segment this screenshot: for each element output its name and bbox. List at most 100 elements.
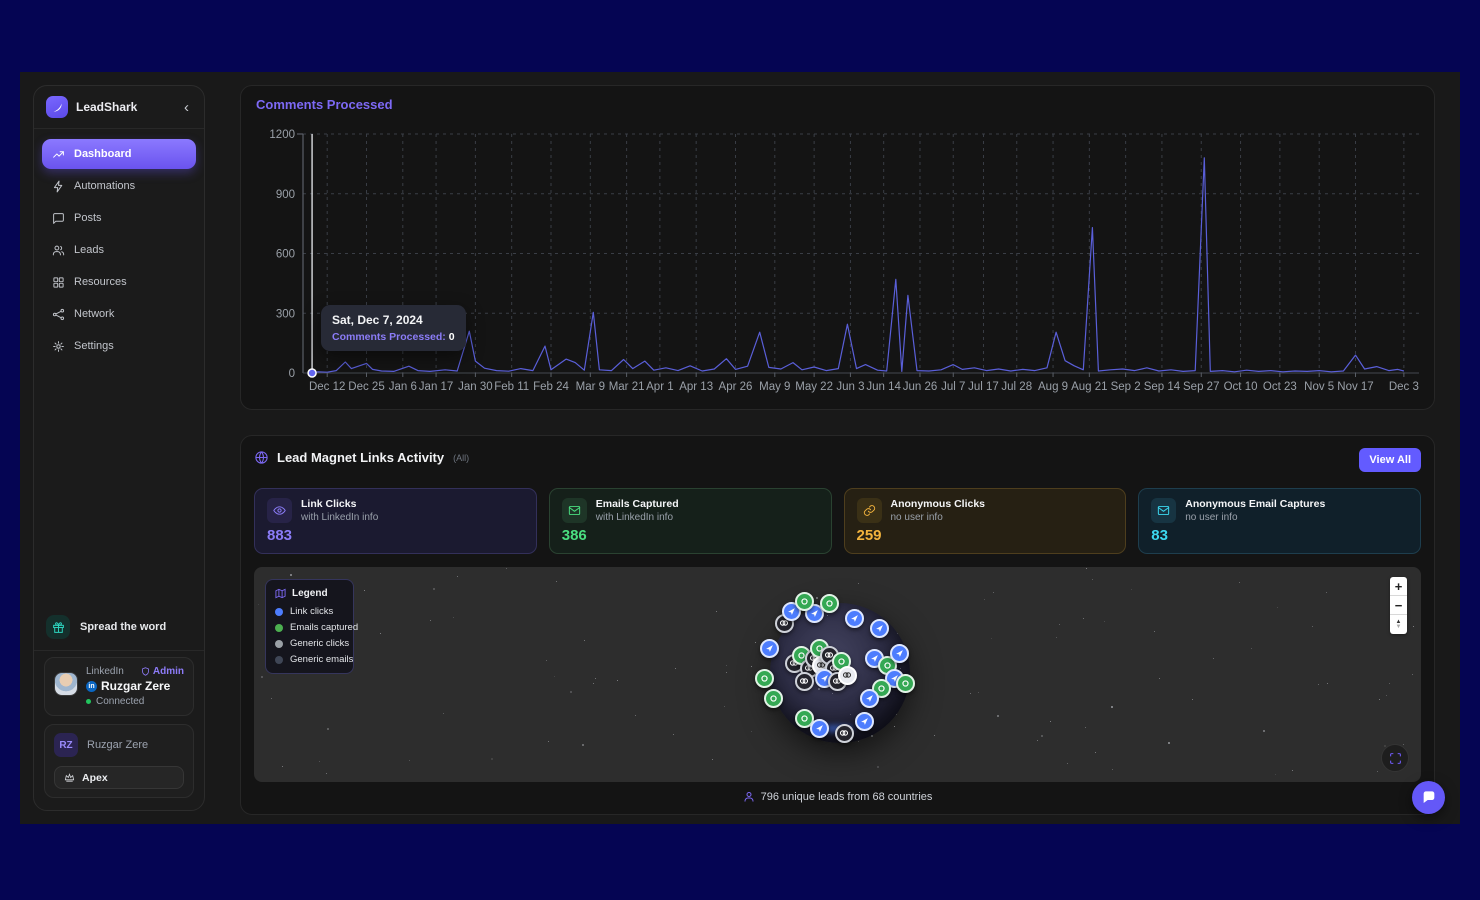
eye-icon xyxy=(273,506,286,515)
map-pin-link-click[interactable] xyxy=(889,643,909,663)
star-speck xyxy=(900,667,902,669)
zoom-in-button[interactable]: + xyxy=(1390,577,1407,596)
comments-processed-chart[interactable]: 0 300 600 900 1200 Dec 12 Dec 25 Jan 6 Jan 17 Jan… xyxy=(241,86,1436,411)
svg-text:Jul 7: Jul 7 xyxy=(941,381,965,393)
star-speck xyxy=(715,611,717,613)
sidebar-item-network[interactable]: Network xyxy=(42,299,196,329)
filter-label: (All) xyxy=(453,452,470,463)
star-speck xyxy=(547,741,549,743)
person-icon xyxy=(744,792,754,802)
star-speck xyxy=(876,766,879,769)
star-speck xyxy=(896,713,898,715)
sidebar-item-dashboard[interactable]: Dashboard xyxy=(42,139,196,169)
stat-card-title: Link Clicks xyxy=(301,498,357,510)
mail-at-icon xyxy=(1158,505,1170,516)
svg-text:Jan 17: Jan 17 xyxy=(419,381,454,393)
star-speck xyxy=(970,693,972,695)
users-icon xyxy=(52,245,65,255)
stat-card-value: 259 xyxy=(856,527,882,545)
star-speck xyxy=(1317,683,1319,685)
crown-icon xyxy=(64,773,75,782)
svg-text:Sep 2: Sep 2 xyxy=(1111,381,1141,393)
star-speck xyxy=(978,692,980,694)
star-speck xyxy=(1130,589,1132,591)
svg-text:Dec 12: Dec 12 xyxy=(309,381,345,393)
map-pin-link-click[interactable] xyxy=(869,618,889,638)
star-speck xyxy=(409,759,411,761)
star-speck xyxy=(257,603,259,605)
star-speck xyxy=(1111,768,1113,770)
legend-title: Legend xyxy=(292,588,328,599)
map-pin-email-captured[interactable] xyxy=(819,593,839,613)
sidebar-item-settings[interactable]: Settings xyxy=(42,331,196,361)
star-speck xyxy=(318,761,320,763)
stat-card-anonymous-email-captures[interactable]: Anonymous Email Captures no user info 83 xyxy=(1138,488,1421,555)
sidebar-item-label: Leads xyxy=(74,244,104,256)
map-pin-generic-click[interactable] xyxy=(794,671,814,691)
sidebar-item-posts[interactable]: Posts xyxy=(42,203,196,233)
view-all-button[interactable]: View All xyxy=(1359,448,1421,472)
map-pin-link-click[interactable] xyxy=(759,638,779,658)
spread-the-word-item[interactable]: Spread the word xyxy=(34,606,204,648)
svg-text:Dec 25: Dec 25 xyxy=(348,381,384,393)
map-pin-email-captured[interactable] xyxy=(895,673,915,693)
star-speck xyxy=(282,766,284,768)
star-speck xyxy=(984,598,986,600)
stat-card-subtitle: with LinkedIn info xyxy=(301,512,379,524)
stat-card-subtitle: no user info xyxy=(890,512,943,524)
linkedin-user-name: Ruzgar Zere xyxy=(101,679,171,693)
chart-title: Comments Processed xyxy=(256,97,393,112)
sidebar-item-automations[interactable]: Automations xyxy=(42,171,196,201)
star-speck xyxy=(896,632,898,634)
star-speck xyxy=(326,773,328,775)
map-pin-generic-email[interactable] xyxy=(837,665,857,685)
unique-leads-summary: 796 unique leads from 68 countries xyxy=(760,791,933,803)
tooltip-series-label: Comments Processed xyxy=(332,331,446,343)
linkedin-connection-card[interactable]: LinkedIn Admin in Ruzgar Zere Connected xyxy=(44,657,194,716)
mail-icon xyxy=(568,505,580,516)
map-pin-email-captured[interactable] xyxy=(754,668,774,688)
sidebar-item-resources[interactable]: Resources xyxy=(42,267,196,297)
stat-card-value: 386 xyxy=(561,527,587,545)
map-pin-link-click[interactable] xyxy=(854,711,874,731)
star-speck xyxy=(1036,739,1038,741)
sidebar-item-label: Resources xyxy=(74,276,127,288)
star-speck xyxy=(816,596,819,599)
world-map-globe[interactable]: Legend Link clicks Emails captured Generic… xyxy=(254,567,1421,782)
apex-plan-button[interactable]: Apex xyxy=(54,766,184,789)
star-speck xyxy=(1066,763,1068,765)
map-pin-link-click[interactable] xyxy=(859,688,879,708)
legend-item-emails-captured: Emails captured xyxy=(275,622,358,633)
sidebar-collapse-button[interactable]: ‹ xyxy=(184,98,189,116)
star-speck xyxy=(617,680,619,682)
star-speck xyxy=(726,665,728,667)
profile-name: Ruzgar Zere xyxy=(87,739,149,751)
star-speck xyxy=(1274,774,1276,776)
admin-badge: Admin xyxy=(141,666,184,677)
map-pin-generic-click[interactable] xyxy=(834,723,854,743)
stat-card-title: Anonymous Clicks xyxy=(890,498,986,510)
star-speck xyxy=(857,582,859,584)
star-speck xyxy=(871,735,874,738)
stat-card-emails-captured[interactable]: Emails Captured with LinkedIn info 386 xyxy=(548,488,832,555)
stat-card-link-clicks[interactable]: Link Clicks with LinkedIn info 883 xyxy=(254,488,537,555)
zoom-out-button[interactable]: − xyxy=(1390,596,1407,615)
stat-card-anonymous-clicks[interactable]: Anonymous Clicks no user info 259 xyxy=(843,488,1127,555)
map-pin-email-captured[interactable] xyxy=(794,591,814,611)
chat-button[interactable] xyxy=(1412,781,1445,814)
star-speck xyxy=(1111,705,1114,708)
map-pin-email-captured[interactable] xyxy=(763,688,783,708)
map-pin-link-click[interactable] xyxy=(844,608,864,628)
sidebar-item-label: Automations xyxy=(74,180,136,192)
stat-card-value: 83 xyxy=(1151,527,1168,545)
map-pin-link-click[interactable] xyxy=(809,718,829,738)
tilt-control[interactable]: ▲ ▼ xyxy=(1395,618,1402,630)
fullscreen-button[interactable] xyxy=(1381,744,1409,772)
comments-processed-panel: Comments Processed 0 300 600 900 1200 Dec 12 D… xyxy=(240,85,1435,410)
star-speck xyxy=(1041,734,1044,737)
star-speck xyxy=(996,715,999,718)
map-pin-email-captured[interactable] xyxy=(794,708,814,728)
lead-magnet-panel: Lead Magnet Links Activity (All) View Al… xyxy=(240,435,1435,815)
svg-text:600: 600 xyxy=(276,249,295,261)
sidebar-item-leads[interactable]: Leads xyxy=(42,235,196,265)
